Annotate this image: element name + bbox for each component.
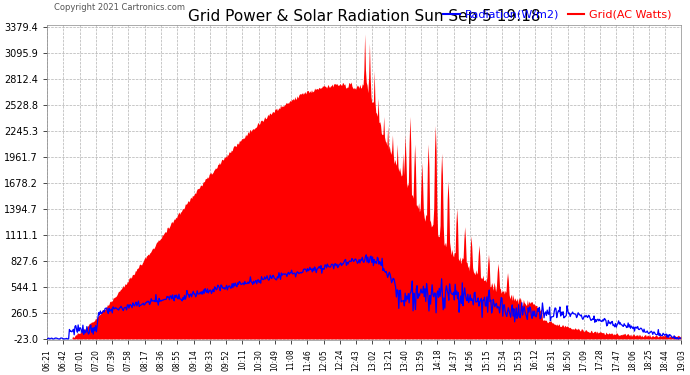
Legend: Radiation(W/m2), Grid(AC Watts): Radiation(W/m2), Grid(AC Watts) bbox=[439, 5, 676, 24]
Title: Grid Power & Solar Radiation Sun Sep 5 19:18: Grid Power & Solar Radiation Sun Sep 5 1… bbox=[188, 9, 540, 24]
Text: Copyright 2021 Cartronics.com: Copyright 2021 Cartronics.com bbox=[54, 3, 184, 12]
